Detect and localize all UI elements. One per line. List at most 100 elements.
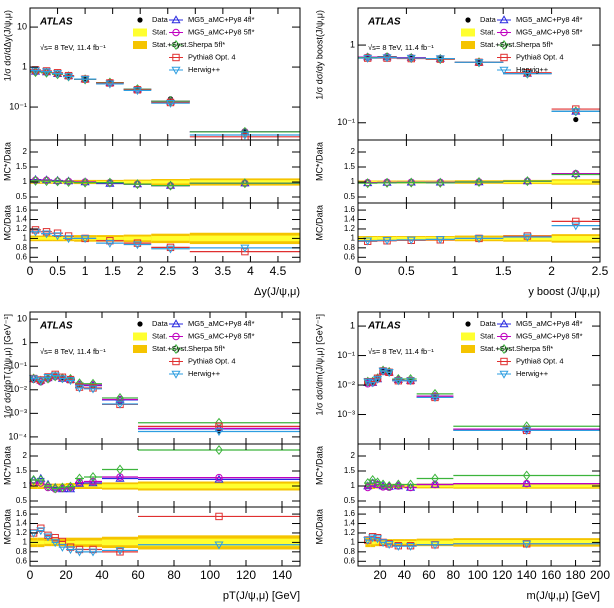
marker	[165, 99, 176, 108]
marker	[522, 470, 531, 481]
marker	[29, 375, 39, 384]
legend-label: Herwig++	[516, 65, 549, 74]
marker	[80, 235, 90, 244]
x-axis-label: Δy(J/ψ,μ)	[254, 286, 300, 298]
marker	[499, 319, 509, 328]
ratio-bin	[372, 535, 383, 544]
mc-bin	[41, 67, 53, 75]
marker	[166, 98, 175, 107]
stat-band	[96, 236, 124, 240]
stat-band	[138, 483, 300, 489]
stat-band	[416, 484, 454, 488]
marker	[474, 235, 484, 244]
legend-entry: Herwig++	[497, 369, 549, 379]
x-tick-label: 0	[27, 568, 34, 582]
marker	[384, 369, 394, 378]
marker	[81, 177, 89, 188]
legend-label: Stat.+Syst.	[480, 344, 516, 353]
legend-label: Herwig++	[188, 65, 221, 74]
marker	[215, 444, 223, 456]
x-tick-label: 180	[566, 568, 586, 582]
ratio-bin	[43, 533, 53, 542]
legend-entry: Herwig++	[169, 65, 221, 75]
mc-bin	[74, 75, 97, 84]
y-tick-label: 1.2	[344, 528, 356, 537]
ratio-bin	[416, 473, 454, 484]
mc-bin	[378, 367, 388, 376]
marker	[368, 474, 377, 486]
ratio-bin	[138, 474, 300, 483]
x-tick-label: 1.5	[104, 264, 121, 278]
mc-bin	[57, 375, 67, 384]
ratio-bin	[373, 477, 382, 488]
ratio-bin	[396, 177, 426, 188]
legend-label: Stat.+Syst.	[152, 40, 188, 49]
legend-swatch	[133, 41, 147, 49]
ratio-bin	[74, 548, 85, 557]
marker	[171, 370, 181, 379]
y-tick-label: 2	[23, 147, 28, 156]
x-tick-label: 4.5	[270, 264, 287, 278]
marker	[383, 177, 391, 188]
legend-label: MG5_aMC+Py8 4fl*	[516, 319, 583, 328]
ratio-bin	[384, 541, 394, 549]
y-tick-label: 0.8	[16, 547, 28, 556]
marker	[41, 68, 52, 77]
marker	[80, 75, 90, 84]
marker	[372, 535, 383, 544]
legend-label: Stat.+Syst.	[152, 344, 188, 353]
y-tick-label: 0.5	[16, 192, 28, 201]
legend-label: Sherpa 5fl*	[188, 40, 225, 49]
legend-entry: Pythia8 Opt. 4	[169, 52, 236, 61]
x-tick-label: 0.5	[49, 264, 66, 278]
mc-bin	[404, 377, 417, 386]
marker	[215, 422, 223, 431]
mc-bin	[52, 69, 64, 77]
marker	[385, 480, 393, 492]
marker	[116, 464, 124, 475]
ratio-bin	[453, 470, 600, 481]
y-tick-label: 0.6	[16, 556, 28, 565]
y-tick-label: 1.4	[344, 519, 356, 528]
x-tick-label: 40	[95, 568, 109, 582]
marker	[571, 169, 580, 180]
ratio-bin	[551, 169, 600, 178]
y-axis-label: MC/Data	[314, 509, 324, 545]
y-tick-label: 1.6	[344, 205, 356, 214]
x-tick-label: 1.5	[495, 264, 512, 278]
marker	[74, 548, 85, 557]
marker	[53, 69, 62, 77]
marker	[50, 372, 60, 381]
marker	[58, 482, 67, 493]
mc-bin	[29, 375, 39, 384]
legend-swatch	[461, 28, 475, 37]
marker	[474, 59, 484, 68]
legend-entry: Herwig++	[169, 369, 221, 379]
stat-band	[370, 540, 376, 545]
stat-band	[123, 180, 152, 184]
x-tick-label: 100	[200, 568, 220, 582]
legend-label: Data	[480, 15, 497, 24]
stat-band	[58, 540, 66, 544]
marker	[41, 230, 52, 239]
marker	[75, 473, 84, 484]
legend-label: Stat.+Syst.	[480, 40, 516, 49]
ratio-bin	[36, 474, 45, 486]
mc-bin	[373, 374, 382, 382]
legend-label: Pythia8 Opt. 4	[188, 356, 236, 365]
x-tick-label: 20	[373, 568, 387, 582]
marker	[64, 176, 73, 188]
marker	[431, 388, 439, 399]
marker	[406, 54, 416, 63]
mc-bin	[138, 428, 300, 437]
ratio-bin	[151, 245, 190, 254]
stat-band	[551, 236, 600, 241]
marker	[393, 542, 403, 551]
mc-bin	[52, 70, 64, 79]
ratio-bin	[75, 473, 84, 484]
marker	[66, 481, 75, 492]
stat-band	[44, 540, 52, 544]
ratio-bin	[52, 232, 64, 241]
marker	[66, 375, 75, 384]
y-tick-label: 1	[350, 320, 355, 330]
